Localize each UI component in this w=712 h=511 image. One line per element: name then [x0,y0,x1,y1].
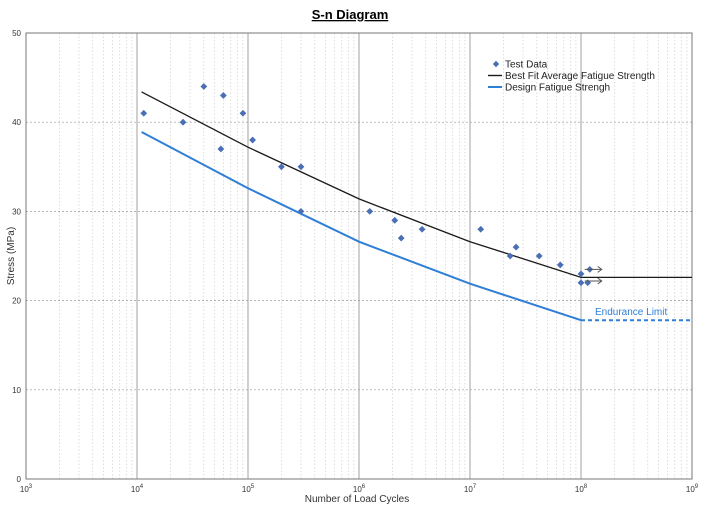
y-tick-label: 50 [12,29,21,38]
test-data-point [577,270,585,278]
series-lines [141,91,692,322]
test-data-point [249,136,256,144]
legend-entry: Test Data [505,60,548,71]
test-data-point [391,216,399,224]
legend-entry: Best Fit Average Fatigue Strength [505,71,655,82]
x-axis-ticks: 103 104 105 106 107 108 109 [20,484,699,494]
y-tick-label: 20 [12,297,21,306]
chart-title: S-n Diagram [312,7,389,22]
x-tick-label: 106 [353,484,366,494]
test-data-point [179,118,187,126]
runout-arrows [584,265,603,285]
test-data-point [577,279,585,287]
test-data-point [397,234,405,242]
test-data-point [477,225,485,233]
y-tick-label: 0 [17,475,22,484]
test-data-point [556,261,564,269]
y-tick-label: 10 [12,386,21,395]
x-tick-label: 108 [575,484,588,494]
test-data-points [140,83,594,287]
legend-entry: Design Fatigue Strengh [505,83,610,94]
x-tick-label: 103 [20,484,33,494]
y-axis-label: Stress (MPa) [6,227,17,285]
runout-arrow-head [597,265,603,273]
endurance-limit-label: Endurance Limit [595,307,667,318]
test-data-point [200,83,208,90]
test-data-point [297,208,305,215]
test-data-point [418,225,426,233]
test-data-point [512,243,520,251]
test-data-point [239,109,247,117]
runout-arrow-head [597,277,603,285]
y-tick-label: 30 [12,207,21,216]
grid [25,32,693,480]
x-tick-label: 109 [686,484,699,494]
test-data-point [140,109,148,117]
y-axis-ticks: 0 10 20 30 40 50 [12,29,21,484]
design-line [141,131,582,322]
y-tick-label: 40 [12,118,21,127]
x-tick-label: 107 [464,484,477,494]
test-data-point [584,279,592,287]
x-tick-label: 104 [131,484,144,494]
x-axis-label: Number of Load Cycles [305,494,410,505]
x-tick-label: 105 [242,484,255,494]
test-data-point [366,208,374,215]
plot-frame [25,32,693,480]
best-fit-line [141,91,692,279]
endurance-limit: Endurance Limit [581,307,692,322]
legend-marker-test-data [492,60,500,68]
test-data-point [506,252,514,260]
test-data-point [297,163,305,171]
test-data-point [217,145,225,153]
test-data-point [278,163,285,171]
test-data-point [219,92,227,99]
test-data-point [535,252,543,260]
